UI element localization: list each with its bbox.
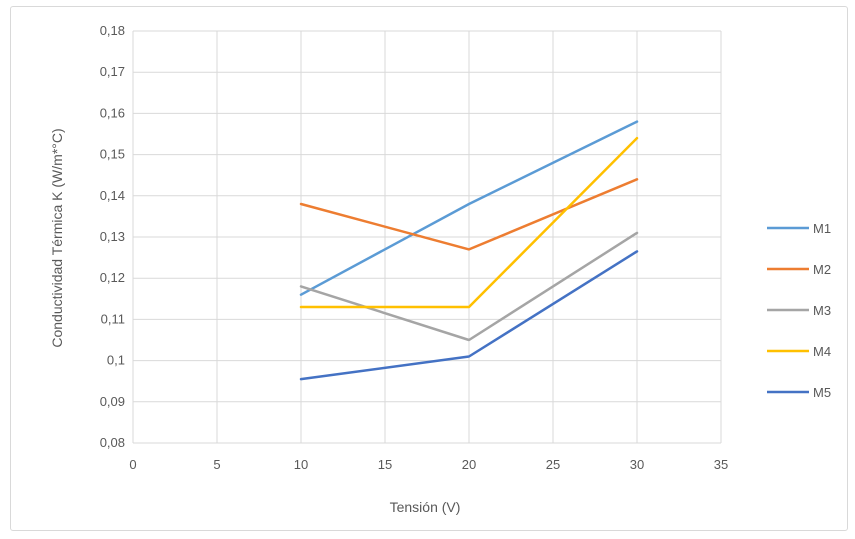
legend-label-m1: M1 — [813, 221, 831, 236]
x-tick-label: 15 — [378, 457, 392, 472]
x-tick-label: 0 — [129, 457, 136, 472]
x-tick-label: 5 — [213, 457, 220, 472]
x-tick-label: 25 — [546, 457, 560, 472]
legend-label-m4: M4 — [813, 344, 831, 359]
gridlines — [132, 30, 722, 444]
x-tick-label: 35 — [714, 457, 728, 472]
y-tick-label: 0,13 — [100, 229, 125, 244]
series-line-m2 — [299, 178, 639, 251]
y-tick-label: 0,1 — [107, 353, 125, 368]
legend-label-m2: M2 — [813, 262, 831, 277]
legend-label-m3: M3 — [813, 303, 831, 318]
y-axis-title: Conductividad Térmica K (W/m*°C) — [49, 128, 65, 347]
y-tick-label: 0,09 — [100, 394, 125, 409]
legend-label-m5: M5 — [813, 385, 831, 400]
x-tick-label: 10 — [294, 457, 308, 472]
x-tick-label: 20 — [462, 457, 476, 472]
y-axis-tick-labels: 0,08 0,09 0,1 0,11 0,12 0,13 0,14 0,15 0,16 0,17 0… — [100, 23, 125, 450]
y-tick-label: 0,12 — [100, 270, 125, 285]
y-tick-label: 0,17 — [100, 64, 125, 79]
x-axis-title: Tensión (V) — [390, 499, 461, 515]
y-tick-label: 0,11 — [101, 311, 125, 326]
y-tick-label: 0,14 — [100, 188, 125, 203]
y-tick-label: 0,08 — [100, 435, 125, 450]
series-line-m1 — [299, 120, 639, 296]
x-axis-tick-labels: 0 5 10 15 20 25 30 35 — [129, 457, 728, 472]
y-tick-label: 0,18 — [100, 23, 125, 38]
series-lines — [299, 120, 639, 381]
y-tick-label: 0,16 — [100, 105, 125, 120]
series-line-m3 — [299, 231, 639, 342]
x-tick-label: 30 — [630, 457, 644, 472]
series-line-m5 — [299, 250, 639, 381]
legend: M1 M2 M3 M4 M5 — [767, 221, 831, 400]
series-line-m4 — [299, 136, 639, 309]
y-tick-label: 0,15 — [100, 147, 125, 162]
